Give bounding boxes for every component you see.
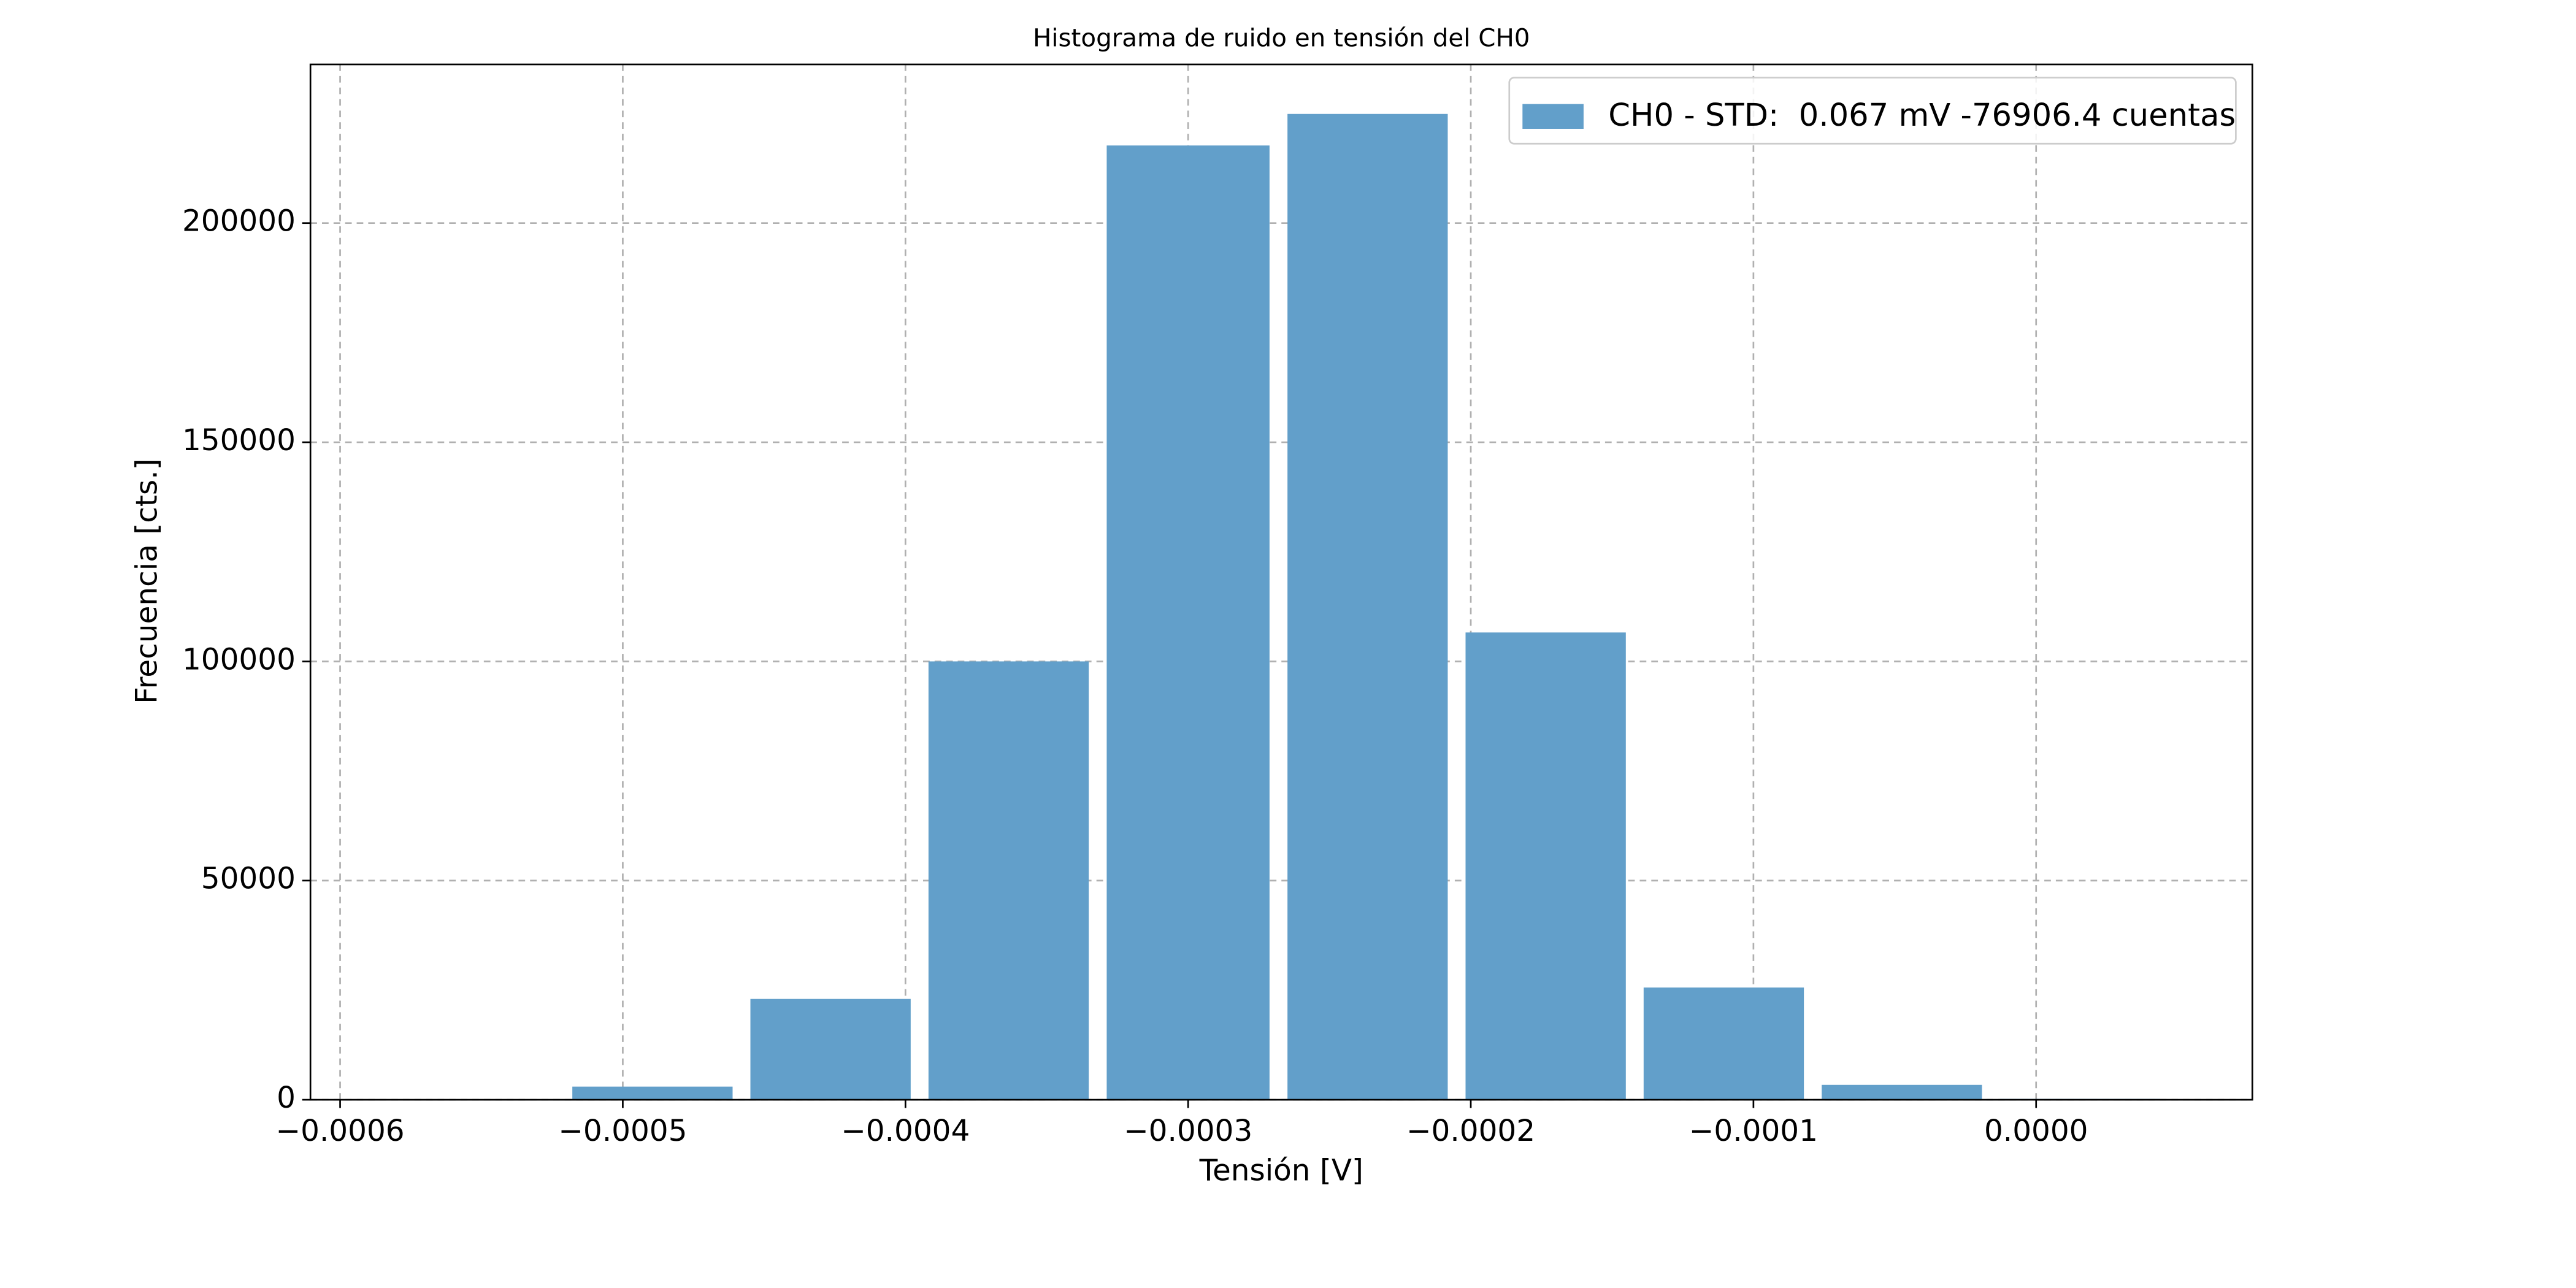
x-tick-label: 0.0000 (1984, 1114, 2088, 1148)
bar (1287, 113, 1448, 1100)
y-axis-label: Frecuencia [cts.] (129, 459, 164, 704)
bar (1822, 1084, 1982, 1100)
x-tick-label: −0.0002 (1406, 1114, 1535, 1148)
legend-box (1508, 77, 2237, 145)
x-axis-label: Tensión [V] (1199, 1154, 1363, 1188)
legend-swatch (1522, 104, 1584, 129)
legend-label: CH0 - STD: 0.067 mV -76906.4 cuentas (1608, 98, 2236, 134)
x-tick-label: −0.0005 (558, 1114, 687, 1148)
x-tick-label: −0.0001 (1689, 1114, 1818, 1148)
y-tick-label: 0 (277, 1081, 296, 1115)
y-tick-label: 200000 (182, 204, 296, 239)
x-tick-label: −0.0004 (841, 1114, 970, 1148)
y-tick-label: 100000 (182, 642, 296, 677)
bar (1106, 145, 1270, 1100)
bar (928, 661, 1089, 1100)
y-tick-label: 150000 (182, 423, 296, 458)
bar (1643, 987, 1804, 1100)
chart-title: Histograma de ruido en tensión del CH0 (1033, 24, 1530, 53)
bar (750, 999, 911, 1100)
bar (572, 1086, 733, 1100)
bar (1465, 632, 1626, 1100)
x-tick-label: −0.0003 (1124, 1114, 1252, 1148)
x-tick-label: −0.0006 (275, 1114, 404, 1148)
y-tick-label: 50000 (201, 862, 296, 896)
plot-frame (309, 63, 2253, 1101)
